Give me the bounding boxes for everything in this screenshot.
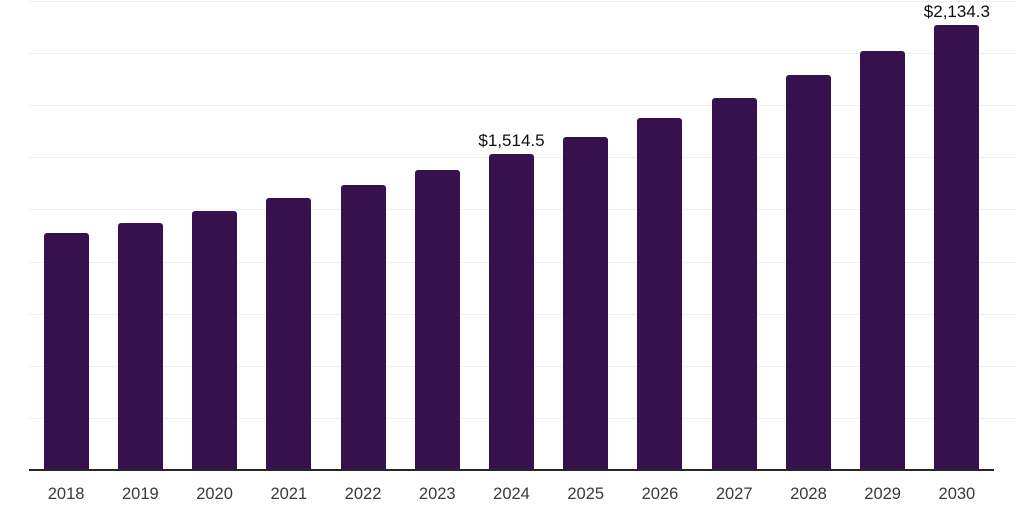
x-tick-label-2019: 2019 xyxy=(121,485,159,503)
bar-2018 xyxy=(43,233,89,470)
x-tick-label-2026: 2026 xyxy=(641,485,679,503)
x-tick-label-2020: 2020 xyxy=(196,485,233,503)
x-tick-label-2028: 2028 xyxy=(790,485,827,503)
bar-2022 xyxy=(340,185,386,470)
bar-2030 xyxy=(934,25,980,470)
bar-2023 xyxy=(414,170,460,470)
bar-2021 xyxy=(266,198,312,470)
gridline-2000 xyxy=(29,53,1016,55)
bar-2024 xyxy=(489,154,534,470)
x-tick-label-2021: 2021 xyxy=(270,485,308,503)
bar-2026 xyxy=(637,118,683,470)
gridline-1750 xyxy=(29,105,1016,107)
bar-2019 xyxy=(117,222,163,470)
x-tick-label-2024: 2024 xyxy=(493,485,530,503)
bar-2020 xyxy=(192,210,238,470)
x-tick-label-2022: 2022 xyxy=(344,485,382,503)
x-tick-label-2018: 2018 xyxy=(47,485,85,503)
x-axis-line xyxy=(29,469,994,471)
gridline-2250 xyxy=(29,1,1016,2)
data-label-2024: $1,514.5 xyxy=(478,131,545,151)
x-tick-label-2030: 2030 xyxy=(938,485,976,503)
bar-2028 xyxy=(785,74,831,470)
bar-2029 xyxy=(860,51,906,470)
x-tick-label-2029: 2029 xyxy=(864,485,901,503)
data-label-2030: $2,134.3 xyxy=(923,2,990,22)
bar-2027 xyxy=(711,98,757,470)
x-tick-label-2027: 2027 xyxy=(715,485,753,503)
x-tick-label-2023: 2023 xyxy=(418,485,456,503)
x-tick-label-2025: 2025 xyxy=(567,485,605,503)
bar-2025 xyxy=(563,137,609,470)
